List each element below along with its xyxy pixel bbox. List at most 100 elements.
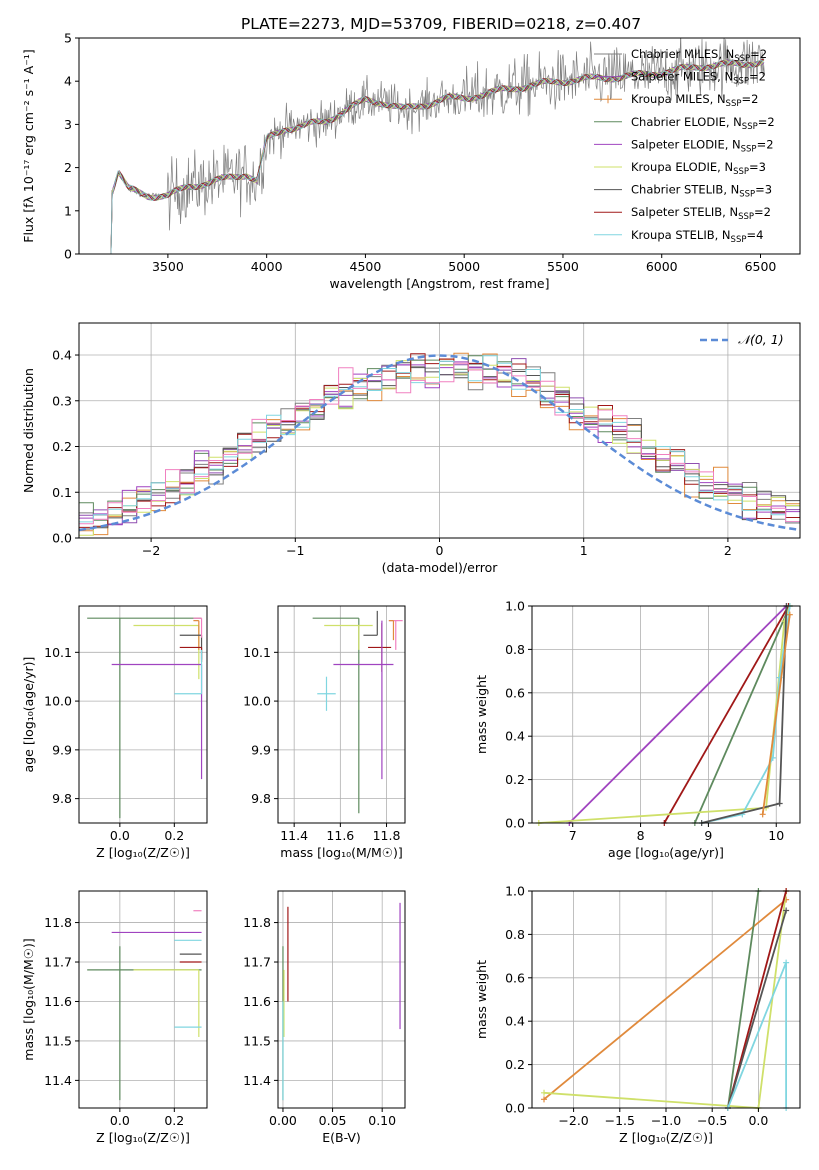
x-tick-label: 2: [724, 543, 732, 558]
y-tick-label: 5: [64, 31, 72, 46]
axes-frame: [277, 890, 406, 1109]
y-tick-label: 11.5: [243, 1033, 271, 1048]
x-tick-label: 0.10: [368, 1113, 396, 1128]
legend-name: Chabrier STELIB, N: [631, 183, 739, 197]
legend-entry: 𝒩(0, 1): [738, 332, 784, 347]
legend-suffix: =2: [754, 205, 771, 219]
x-tick-label: 0.2: [164, 828, 184, 843]
axes-frame: [78, 605, 208, 824]
y-axis-label: Normed distribution: [21, 368, 36, 493]
y-tick-label: 9.9: [52, 742, 72, 757]
legend-entry: Salpeter MILES, NSSP=2: [631, 70, 766, 87]
legend-sub: SSP: [739, 190, 755, 200]
legend-sub: SSP: [734, 54, 750, 64]
legend-entry: Salpeter STELIB, NSSP=2: [631, 205, 771, 222]
weight-line-2: [727, 890, 760, 1109]
legend-suffix: =3: [755, 183, 772, 197]
legend-sub: SSP: [741, 144, 757, 154]
weight-line-3: [727, 890, 787, 1109]
series-model-2: [108, 59, 765, 254]
x-tick-label: 0.00: [269, 1113, 297, 1128]
weight-line-1: [663, 605, 790, 824]
weight-marker: [759, 811, 766, 818]
weight-line-6: [761, 614, 791, 815]
y-tick-label: 11.8: [44, 915, 72, 930]
y-tick-label: 0.8: [505, 642, 525, 657]
y-tick-label: 0.4: [505, 1014, 525, 1029]
legend-name: Kroupa ELODIE, N: [631, 160, 733, 174]
y-tick-label: 0.2: [52, 439, 72, 454]
weight-line-4: [727, 910, 787, 1109]
weight-line-2: [693, 605, 791, 824]
legend-name: Kroupa STELIB, N: [631, 228, 731, 242]
series-model-5: [108, 59, 765, 254]
series-model-3: [108, 59, 765, 254]
weight-marker: [541, 1089, 548, 1096]
weight-line-3: [538, 605, 791, 824]
series-model-8: [108, 59, 765, 254]
x-axis-label: Z [log₁₀(Z/Z☉)]: [96, 1130, 190, 1145]
weight-vs-metallicity-panel: −2.0 −1.5 −1.0 −0.5 0.0 0.0 0.2 0.4 0.6 0.8 1.0 Z […: [474, 884, 801, 1145]
legend-sub: SSP: [731, 235, 747, 245]
weight-marker: [786, 611, 793, 618]
weight-line-5: [701, 605, 788, 824]
weight-line-0: [543, 899, 787, 1100]
legend-sub: SSP: [733, 167, 749, 177]
y-axis-label: age [log₁₀(age/yr)]: [21, 657, 36, 773]
x-tick-label: 6500: [745, 259, 777, 274]
y-tick-label: 1: [64, 203, 72, 218]
x-axis-label: wavelength [Angstrom, rest frame]: [329, 276, 549, 291]
x-axis-label: mass [log₁₀(M/M☉)]: [280, 845, 402, 860]
mass-vs-metallicity-panel: 0.0 0.2 11.4 11.5 11.6 11.7 11.8 Z [log₁₀(Z/Z☉)…: [21, 890, 208, 1145]
x-axis-label: E(B-V): [322, 1130, 361, 1145]
y-axis-label: mass weight: [474, 960, 489, 1039]
y-tick-label: 0.3: [52, 393, 72, 408]
plot-area: [79, 352, 800, 537]
legend-suffix: =2: [741, 92, 758, 106]
series-model-1: [108, 59, 765, 254]
x-tick-label: 3500: [152, 259, 184, 274]
series-model-0: [108, 58, 765, 254]
legend-name: Salpeter MILES, N: [631, 70, 733, 84]
legend-name: Salpeter STELIB, N: [631, 205, 738, 219]
x-tick-label: 0.0: [110, 1113, 130, 1128]
weight-marker: [776, 800, 783, 807]
y-tick-label: 11.4: [243, 1073, 271, 1088]
x-tick-label: 5500: [547, 259, 579, 274]
plot-area: [282, 902, 401, 1101]
x-tick-label: 10: [768, 828, 784, 843]
y-tick-label: 0.0: [505, 816, 525, 831]
weight-marker: [783, 959, 790, 966]
x-tick-label: 1: [580, 543, 588, 558]
y-tick-label: 0.2: [505, 772, 525, 787]
weight-line-5: [727, 962, 787, 1109]
y-tick-label: 0.1: [52, 485, 72, 500]
y-tick-label: 11.4: [44, 1073, 72, 1088]
y-tick-label: 3: [64, 117, 72, 132]
x-tick-label: 0.05: [319, 1113, 347, 1128]
y-tick-label: 10.1: [243, 645, 271, 660]
y-tick-label: 2: [64, 160, 72, 175]
legend-entry: Chabrier STELIB, NSSP=3: [631, 183, 772, 200]
plot-area: [87, 617, 203, 819]
y-tick-label: 4: [64, 74, 72, 89]
x-axis-label: Z [log₁₀(Z/Z☉)]: [619, 1130, 713, 1145]
mass-vs-ebv-panel: 0.00 0.05 0.10 11.4 11.5 11.6 11.7 11.8 E(B-V): [243, 890, 406, 1145]
legend-suffix: =4: [746, 228, 763, 242]
y-tick-label: 0: [64, 247, 72, 262]
residuals-panel: −2 −1 0 1 2 0.0 0.1 0.2 0.3 0.4 (data-model)/error…: [21, 322, 801, 575]
y-tick-label: 0.2: [505, 1057, 525, 1072]
x-tick-label: 11.6: [326, 828, 354, 843]
y-tick-label: 9.9: [251, 742, 271, 757]
plot-area: [108, 38, 765, 254]
series-model-4: [108, 59, 765, 254]
legend-name: Kroupa MILES, N: [631, 92, 726, 106]
weight-marker: [783, 907, 790, 914]
y-tick-label: 0.0: [505, 1101, 525, 1116]
legend-suffix: =2: [750, 47, 767, 61]
figure-title: PLATE=2273, MJD=53709, FIBERID=0218, z=0…: [241, 15, 641, 33]
x-tick-label: −2: [142, 543, 160, 558]
legend-sub: SSP: [733, 77, 749, 87]
plot-area: [87, 910, 202, 1101]
axes-frame: [277, 605, 406, 824]
